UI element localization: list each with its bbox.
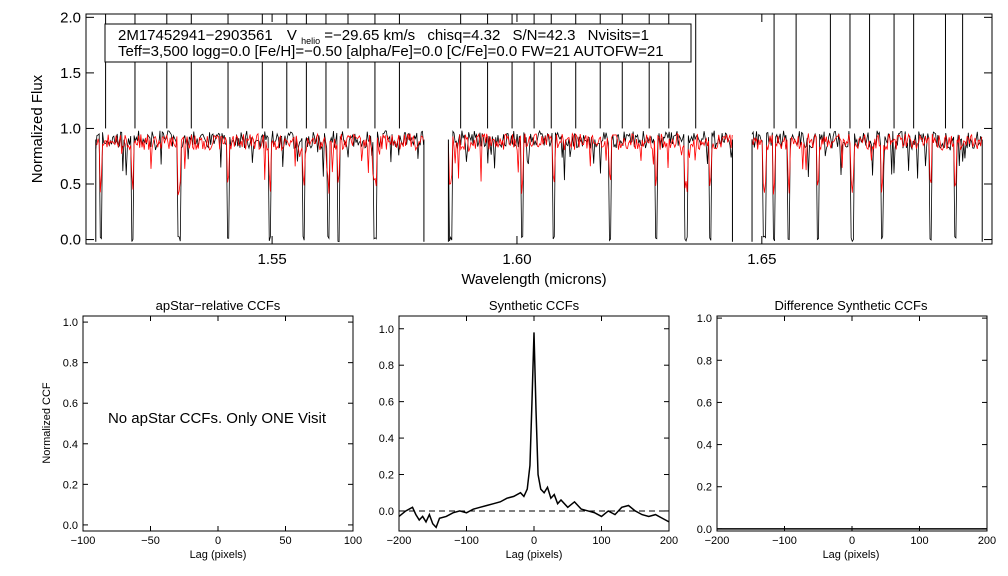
synthetic-ccf-x-tick-label: 0: [531, 535, 537, 547]
synthetic-ccf-y-tick-label: 0.6: [379, 397, 394, 409]
nvisits-value: Nvisits=1: [588, 27, 649, 44]
spectrum-y-tick-label: 0.0: [60, 232, 81, 249]
synthetic-ccf-x-tick-label: −100: [454, 535, 479, 547]
apstar-ccf-x-tick-label: −50: [141, 535, 160, 547]
difference-ccf-y-ticks: 0.0 0.2 0.4 0.6 0.8 1.0: [697, 313, 987, 536]
synthetic-ccf-y-tick-label: 1.0: [379, 324, 394, 336]
spectrum-model-chip-1: [95, 132, 424, 196]
spectrum-observed-chip-2: [448, 129, 733, 242]
spectrum-x-tick-label: 1.65: [747, 251, 776, 268]
apstar-ccf-x-tick-label: 50: [279, 535, 291, 547]
spectrum-y-tick-label: 1.5: [60, 65, 81, 82]
difference-ccf-y-tick-label: 0.6: [697, 397, 712, 409]
snr-value: S/N=42.3: [513, 27, 576, 44]
difference-ccf-panel: Difference Synthetic CCFs −200 −100 0 100 20…: [697, 298, 996, 561]
synthetic-ccf-y-tick-label: 0.4: [379, 433, 394, 445]
difference-ccf-x-tick-label: −200: [705, 535, 730, 547]
spectrum-y-label: Normalized Flux: [29, 74, 46, 183]
synthetic-ccf-x-tick-label: 200: [660, 535, 678, 547]
synthetic-ccf-y-ticks: 0.0 0.2 0.4 0.6 0.8 1.0: [379, 324, 669, 518]
apstar-ccf-message: No apStar CCFs. Only ONE Visit: [108, 410, 327, 427]
apstar-ccf-y-label: Normalized CCF: [41, 382, 53, 464]
apstar-ccf-y-tick-label: 0.0: [63, 520, 78, 532]
spectrum-y-tick-label: 0.5: [60, 176, 81, 193]
apstar-ccf-y-tick-label: 0.4: [63, 439, 78, 451]
difference-ccf-y-tick-label: 0.4: [697, 440, 712, 452]
synthetic-ccf-x-ticks: −200 −100 0 100 200: [387, 316, 678, 547]
spectrum-x-label: Wavelength (microns): [461, 271, 606, 288]
apstar-ccf-x-ticks: −100 −50 0 50 100: [71, 316, 362, 547]
apstar-ccf-x-label: Lag (pixels): [190, 549, 247, 561]
apstar-ccf-x-tick-label: 100: [344, 535, 362, 547]
difference-ccf-x-tick-label: −100: [772, 535, 797, 547]
spectrum-observed-chip-1: [95, 130, 424, 243]
difference-ccf-y-tick-label: 0.2: [697, 482, 712, 494]
difference-ccf-x-tick-label: 200: [978, 535, 996, 547]
spectrum-x-ticks: 1.55 1.60 1.65: [257, 14, 776, 268]
spectrum-x-tick-label: 1.60: [502, 251, 531, 268]
difference-ccf-x-tick-label: 0: [849, 535, 855, 547]
synthetic-ccf-x-tick-label: −200: [387, 535, 412, 547]
difference-ccf-y-tick-label: 1.0: [697, 313, 712, 325]
spectrum-y-tick-label: 1.0: [60, 120, 81, 137]
vhelio-value: =−29.65 km/s: [324, 27, 415, 44]
synthetic-ccf-plot-area: [398, 332, 670, 529]
spectrum-x-tick-label: 1.55: [257, 251, 286, 268]
vhelio-label: V: [287, 27, 297, 44]
synthetic-ccf-y-tick-label: 0.8: [379, 360, 394, 372]
difference-ccf-x-tick-label: 100: [910, 535, 928, 547]
difference-ccf-x-label: Lag (pixels): [823, 549, 880, 561]
difference-ccf-y-tick-label: 0.0: [697, 524, 712, 536]
spectrum-y-tick-label: 2.0: [60, 9, 81, 26]
chisq-value: chisq=4.32: [427, 27, 500, 44]
annotation-box: [104, 23, 692, 63]
spectrum-annotation: 2M17452941−2903561 V helio =−29.65 km/s …: [104, 23, 692, 63]
annotation-line-1: 2M17452941−2903561 V helio =−29.65 km/s …: [118, 27, 649, 48]
difference-ccf-title: Difference Synthetic CCFs: [775, 298, 928, 313]
apstar-ccf-y-ticks: 0.0 0.2 0.4 0.6 0.8 1.0: [63, 317, 353, 532]
apstar-ccf-y-tick-label: 0.8: [63, 358, 78, 370]
vhelio-subscript: helio: [301, 36, 320, 46]
synthetic-ccf-x-label: Lag (pixels): [506, 549, 563, 561]
synthetic-ccf-panel: Synthetic CCFs −200 −100 0 100 200 0.0 0.2 0.4…: [379, 298, 678, 561]
apstar-ccf-y-tick-label: 0.2: [63, 479, 78, 491]
difference-ccf-x-ticks: −200 −100 0 100 200: [705, 316, 996, 547]
apstar-ccf-x-tick-label: −100: [71, 535, 96, 547]
synthetic-ccf-line: [398, 332, 670, 529]
difference-ccf-axes-frame: [716, 315, 988, 532]
synthetic-ccf-y-tick-label: 0.0: [379, 506, 394, 518]
apstar-ccf-y-tick-label: 1.0: [63, 317, 78, 329]
apstar-ccf-y-tick-label: 0.6: [63, 398, 78, 410]
synthetic-ccf-x-tick-label: 100: [592, 535, 610, 547]
synthetic-ccf-y-tick-label: 0.2: [379, 470, 394, 482]
spectrum-panel: 1.55 1.60 1.65 0.0 0.5 1.0 1.5 2.0 Wavelength …: [29, 9, 993, 288]
annotation-line-2: Teff=3,500 logg=0.0 [Fe/H]=−0.50 [alpha/…: [118, 43, 664, 60]
apstar-ccf-x-tick-label: 0: [215, 535, 221, 547]
spectrum-model-chip-3: [751, 133, 983, 195]
spectrum-axes-frame: [85, 13, 993, 245]
apstar-ccf-title: apStar−relative CCFs: [156, 298, 281, 313]
synthetic-ccf-title: Synthetic CCFs: [489, 298, 580, 313]
star-id: 2M17452941−2903561: [118, 27, 273, 44]
spectrum-y-ticks: 0.0 0.5 1.0 1.5 2.0: [60, 9, 992, 249]
difference-ccf-y-tick-label: 0.8: [697, 355, 712, 367]
spectrum-model-chip-2: [448, 132, 733, 194]
apstar-ccf-panel: apStar−relative CCFs −100 −50 0 50 100 0.00.…: [41, 298, 362, 561]
